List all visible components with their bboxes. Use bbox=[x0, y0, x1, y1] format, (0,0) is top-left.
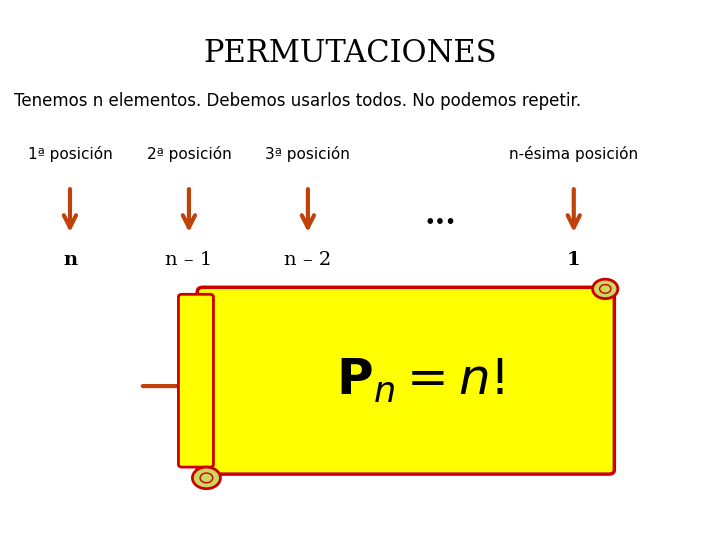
Text: PERMUTACIONES: PERMUTACIONES bbox=[203, 38, 497, 69]
Text: n-ésima posición: n-ésima posición bbox=[509, 146, 639, 162]
Text: 2ª posición: 2ª posición bbox=[147, 146, 231, 162]
Text: n – 1: n – 1 bbox=[166, 251, 212, 269]
Text: 1ª posición: 1ª posición bbox=[27, 146, 112, 162]
Circle shape bbox=[200, 473, 212, 483]
Text: n – 2: n – 2 bbox=[284, 251, 331, 269]
Circle shape bbox=[600, 285, 611, 293]
Text: 3ª posición: 3ª posición bbox=[266, 146, 351, 162]
Text: $\mathbf{P}_n = n!$: $\mathbf{P}_n = n!$ bbox=[336, 356, 504, 406]
Text: n: n bbox=[63, 251, 77, 269]
Text: Tenemos n elementos. Debemos usarlos todos. No podemos repetir.: Tenemos n elementos. Debemos usarlos tod… bbox=[14, 92, 581, 110]
Circle shape bbox=[192, 467, 220, 489]
FancyBboxPatch shape bbox=[197, 287, 614, 474]
FancyBboxPatch shape bbox=[179, 294, 213, 467]
Text: ...: ... bbox=[425, 200, 456, 232]
Text: 1: 1 bbox=[567, 251, 580, 269]
Circle shape bbox=[593, 279, 618, 299]
